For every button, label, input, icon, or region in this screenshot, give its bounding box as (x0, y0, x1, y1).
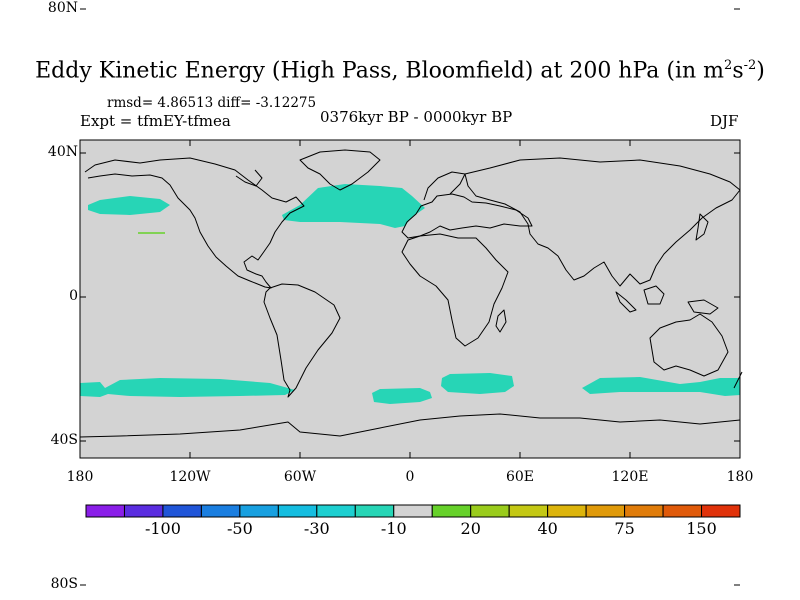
longitude-label: 0 (405, 469, 415, 485)
colorbar-box (431, 504, 472, 518)
colorbar-box (85, 504, 125, 518)
colorbar-box (585, 504, 626, 518)
colorbar-box (162, 504, 202, 518)
colorbar-box (393, 504, 433, 518)
anomaly-regions (80, 184, 740, 404)
colorbar-box (662, 504, 703, 518)
latitude-label: 40S (50, 432, 78, 448)
coast-new-guinea (687, 299, 719, 315)
colorbar-box (624, 504, 664, 518)
latitude-label: 0 (69, 288, 78, 304)
longitude-label: 120W (169, 469, 211, 485)
longitude-label: 180 (66, 469, 94, 485)
coastlines (79, 149, 743, 438)
colorbar (85, 504, 741, 518)
colorbar-box (277, 504, 318, 518)
coast-north-america (84, 157, 305, 289)
longitude-label: 60W (283, 469, 317, 485)
anomaly-north-pacific (88, 196, 170, 215)
colorbar-label: -100 (144, 519, 181, 538)
colorbar-box (200, 504, 241, 518)
colorbar-box (316, 504, 356, 518)
longitude-label: 120E (611, 469, 649, 485)
colorbar-box (239, 504, 279, 518)
colorbar-label: -10 (380, 519, 407, 538)
longitude-label: 60E (505, 469, 535, 485)
coast-antarctica (79, 413, 741, 438)
coast-greenland (299, 149, 381, 191)
latitude-label: 80N (47, 0, 78, 16)
colorbar-label: -30 (303, 519, 330, 538)
period-label: 0376kyr BP - 0000kyr BP (320, 108, 513, 126)
colorbar-box (508, 504, 549, 518)
colorbar-label: 20 (460, 519, 481, 538)
coast-south-america (263, 283, 341, 398)
map-title: Eddy Kinetic Energy (High Pass, Bloomfie… (35, 58, 765, 84)
coast-sumatra (615, 291, 637, 313)
axis-ticks (79, 8, 741, 586)
colorbar-box (354, 504, 395, 518)
coast-scandinavia (423, 171, 466, 201)
coast-madagascar (495, 309, 507, 333)
anomaly-south-indian (441, 373, 514, 394)
colorbar-label: 40 (537, 519, 558, 538)
coast-asia (464, 157, 741, 287)
colorbar-label: 150 (686, 519, 717, 538)
longitude-label: 180 (726, 469, 754, 485)
coast-australia (649, 313, 729, 377)
stats-text: rmsd= 4.86513 diff= -3.12275 (107, 95, 317, 111)
colorbar-label: 75 (614, 519, 635, 538)
map-background (80, 140, 740, 458)
colorbar-box (701, 504, 741, 518)
coast-hudson-bay (235, 169, 263, 187)
anomaly-south-pacific-atlantic (80, 378, 295, 397)
latitude-label: 80S (50, 576, 78, 592)
season-label: DJF (710, 112, 739, 130)
colorbar-box (470, 504, 510, 518)
anomaly-north-atlantic (282, 184, 425, 228)
anomaly-south-atlantic (372, 388, 432, 404)
colorbar-box (123, 504, 164, 518)
coast-japan (695, 213, 709, 241)
colorbar-label: -50 (226, 519, 253, 538)
coast-africa (401, 233, 509, 347)
coast-europe (401, 193, 533, 239)
coast-new-zealand (733, 371, 743, 389)
anomaly-southern-ocean-east (582, 377, 740, 396)
experiment-label: Expt = tfmEY-tfmea (80, 112, 231, 130)
latitude-label: 40N (47, 144, 78, 160)
colorbar-box (547, 504, 587, 518)
coast-borneo (643, 285, 665, 305)
